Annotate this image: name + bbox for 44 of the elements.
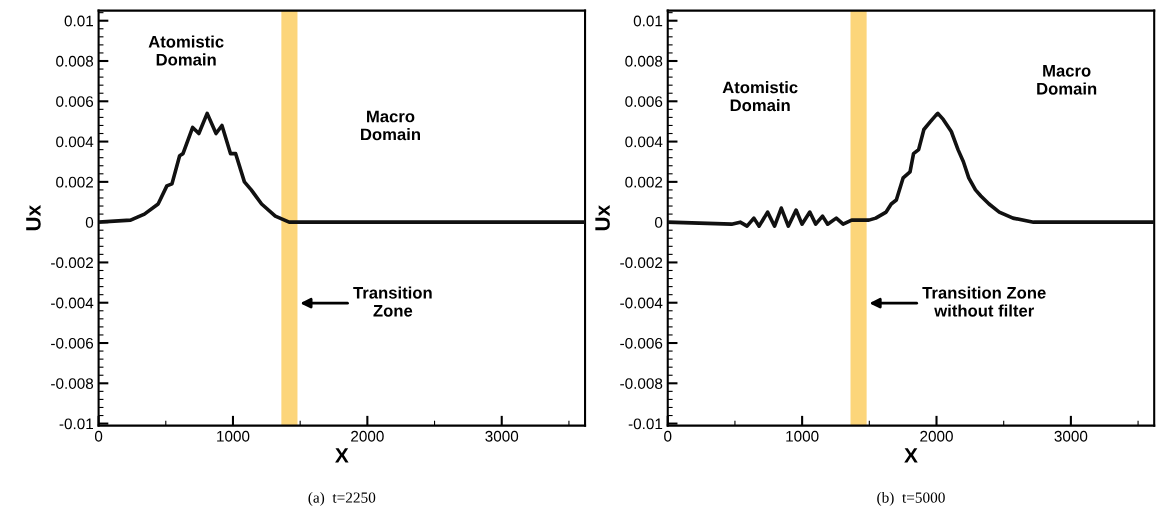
annotation: Atomistic Domain bbox=[722, 81, 798, 112]
y-tick-label: -0.01 bbox=[628, 418, 663, 430]
y-axis-title: Ux bbox=[595, 204, 610, 231]
x-tick-label: 2000 bbox=[351, 430, 384, 442]
annotation: Macro Domain bbox=[1037, 65, 1097, 95]
y-tick-label: -0.008 bbox=[51, 378, 94, 389]
x-tick-label: 3000 bbox=[1054, 430, 1088, 442]
annotation: Transition Zone without filter bbox=[922, 286, 1046, 317]
line-series bbox=[667, 111, 1155, 228]
y-tick-label: -0.002 bbox=[620, 257, 663, 269]
x-tick-label: 1000 bbox=[217, 430, 250, 442]
x-tick-label: 1000 bbox=[786, 430, 819, 442]
annotation: Atomistic Domain bbox=[148, 35, 224, 66]
x-tick-label: 3000 bbox=[485, 430, 519, 442]
y-tick-label: -0.01 bbox=[59, 418, 93, 430]
y-tick-label: 0.01 bbox=[64, 15, 93, 27]
y-tick-label: 0.006 bbox=[625, 96, 663, 107]
y-tick-label: 0 bbox=[654, 217, 663, 228]
x-tick-label: 2000 bbox=[920, 430, 953, 442]
y-tick-label: -0.006 bbox=[620, 337, 663, 349]
y-tick-label: 0.002 bbox=[56, 176, 93, 188]
y-tick-label: 0.004 bbox=[56, 136, 94, 148]
x-axis-title: X bbox=[335, 448, 349, 463]
y-tick-label: 0.008 bbox=[625, 55, 663, 67]
y-tick-label: 0.002 bbox=[625, 176, 663, 188]
line-series bbox=[98, 111, 586, 224]
y-tick-label: 0 bbox=[85, 217, 94, 228]
y-tick-label: -0.004 bbox=[51, 297, 94, 309]
annotation: Transition Zone bbox=[353, 286, 432, 317]
y-tick-label: 0.008 bbox=[56, 55, 94, 67]
text: (b) t=5000 bbox=[877, 491, 945, 506]
y-tick-label: -0.004 bbox=[620, 297, 663, 309]
x-axis-title: X bbox=[904, 448, 918, 463]
y-tick-label: 0.006 bbox=[56, 96, 94, 107]
y-tick-label: 0.01 bbox=[633, 15, 663, 27]
y-tick-label: -0.006 bbox=[51, 337, 94, 349]
y-tick-label: -0.002 bbox=[51, 257, 93, 269]
x-tick-label: 0 bbox=[664, 430, 672, 442]
y-tick-label: -0.008 bbox=[620, 378, 663, 389]
x-tick-label: 0 bbox=[94, 430, 103, 442]
y-axis-title: Ux bbox=[26, 204, 41, 231]
annotation: Macro Domain bbox=[361, 110, 420, 141]
y-tick-label: 0.004 bbox=[625, 136, 663, 148]
text: (a) t=2250 bbox=[308, 491, 376, 506]
